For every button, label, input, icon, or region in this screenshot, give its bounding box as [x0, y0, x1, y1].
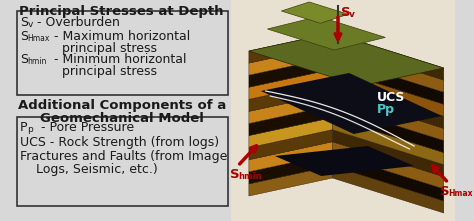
Polygon shape — [332, 45, 444, 92]
Text: p: p — [27, 125, 33, 134]
Text: hmin: hmin — [27, 57, 47, 66]
Text: Geomechanical Model: Geomechanical Model — [40, 112, 204, 125]
Text: - Minimum horizontal: - Minimum horizontal — [54, 53, 186, 66]
Text: v: v — [27, 20, 33, 29]
Polygon shape — [249, 118, 332, 148]
Text: S: S — [341, 6, 350, 19]
Text: principal stress: principal stress — [54, 42, 157, 55]
Text: S: S — [440, 185, 450, 198]
Polygon shape — [249, 166, 332, 196]
Text: Pp: Pp — [377, 103, 395, 116]
Polygon shape — [249, 57, 332, 87]
Polygon shape — [332, 33, 444, 80]
Polygon shape — [249, 69, 332, 99]
Polygon shape — [332, 118, 444, 165]
Polygon shape — [332, 130, 444, 177]
Polygon shape — [332, 93, 444, 141]
Text: Principal Stresses at Depth: Principal Stresses at Depth — [19, 5, 224, 18]
Text: S: S — [19, 16, 27, 29]
Polygon shape — [282, 2, 348, 23]
Polygon shape — [332, 57, 444, 104]
Text: hmin: hmin — [239, 172, 262, 181]
Polygon shape — [332, 166, 444, 213]
Polygon shape — [332, 105, 444, 152]
Polygon shape — [249, 142, 332, 172]
Polygon shape — [267, 16, 385, 50]
Polygon shape — [332, 69, 444, 116]
Text: principal stress: principal stress — [54, 65, 157, 78]
Bar — [231, 0, 455, 221]
Text: Logs, Seismic, etc.): Logs, Seismic, etc.) — [19, 163, 157, 176]
Text: Hmax: Hmax — [448, 189, 473, 198]
Polygon shape — [249, 33, 444, 86]
Text: P: P — [19, 121, 27, 134]
Text: Fractures and Faults (from Image: Fractures and Faults (from Image — [19, 150, 227, 163]
Bar — [17, 11, 228, 95]
Text: Hmax: Hmax — [27, 34, 50, 43]
Text: Additional Components of a: Additional Components of a — [18, 99, 226, 112]
Polygon shape — [249, 93, 332, 124]
Text: v: v — [349, 10, 355, 19]
Polygon shape — [332, 154, 444, 201]
Text: UCS - Rock Strength (from logs): UCS - Rock Strength (from logs) — [19, 136, 219, 149]
Text: - Pore Pressure: - Pore Pressure — [33, 121, 134, 134]
Polygon shape — [261, 73, 442, 134]
Text: - Overburden: - Overburden — [33, 16, 119, 29]
Polygon shape — [249, 81, 332, 111]
Polygon shape — [249, 105, 332, 135]
Polygon shape — [249, 154, 332, 184]
Text: - Maximum horizontal: - Maximum horizontal — [54, 30, 190, 43]
Polygon shape — [249, 45, 332, 75]
Polygon shape — [275, 146, 414, 176]
Text: S: S — [230, 168, 240, 181]
Bar — [17, 117, 228, 206]
Polygon shape — [249, 130, 332, 160]
Polygon shape — [332, 81, 444, 128]
Text: S: S — [19, 30, 27, 43]
Polygon shape — [249, 33, 332, 63]
Text: UCS: UCS — [377, 91, 405, 104]
Text: S: S — [19, 53, 27, 66]
Polygon shape — [332, 142, 444, 189]
